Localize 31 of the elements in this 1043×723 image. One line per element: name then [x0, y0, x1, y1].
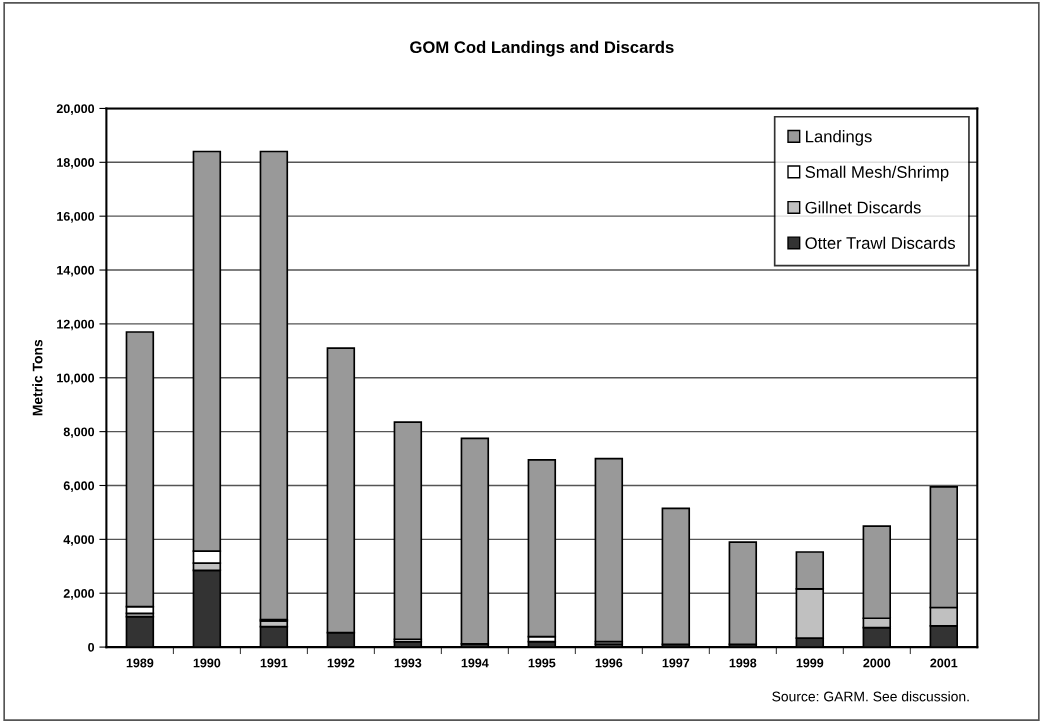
x-tick-label: 1995	[528, 658, 556, 668]
x-tick-label: 1989	[126, 658, 154, 668]
y-tick-label: 10,000	[57, 373, 95, 385]
legend-label: Otter Trawl Discards	[805, 236, 956, 249]
source-note: Source: GARM. See discussion.	[772, 691, 969, 702]
y-tick-label: 16,000	[57, 211, 95, 223]
x-tick-label: 1997	[662, 658, 690, 668]
x-tick-label: 1991	[260, 658, 288, 668]
x-tick-label: 2001	[930, 658, 958, 668]
y-tick-label: 4,000	[63, 535, 95, 546]
y-tick-label: 18,000	[57, 158, 95, 169]
y-tick-label: 12,000	[57, 319, 95, 331]
legend-label: Gillnet Discards	[805, 201, 921, 214]
x-tick-label: 1998	[729, 658, 757, 668]
x-tick-label: 1999	[796, 658, 824, 668]
y-tick-label: 14,000	[57, 265, 95, 277]
y-tick-label: 2,000	[63, 589, 95, 600]
legend-label: Landings	[806, 130, 872, 146]
y-tick-label: 20,000	[56, 104, 95, 115]
y-axis-title: Metric Tons	[32, 339, 43, 416]
y-tick-label: 0	[88, 642, 95, 652]
x-tick-label: 1993	[394, 658, 422, 668]
chart-title: GOM Cod Landings and Discards	[410, 40, 674, 57]
x-tick-label: 1994	[461, 658, 489, 668]
x-tick-label: 1996	[595, 658, 623, 668]
legend-label: Small Mesh/Shrimp	[805, 165, 949, 182]
x-tick-label: 2000	[863, 658, 891, 668]
x-tick-label: 1992	[327, 658, 355, 668]
y-tick-label: 8,000	[63, 427, 95, 439]
y-tick-label: 6,000	[63, 481, 95, 492]
x-tick-label: 1990	[193, 658, 221, 668]
